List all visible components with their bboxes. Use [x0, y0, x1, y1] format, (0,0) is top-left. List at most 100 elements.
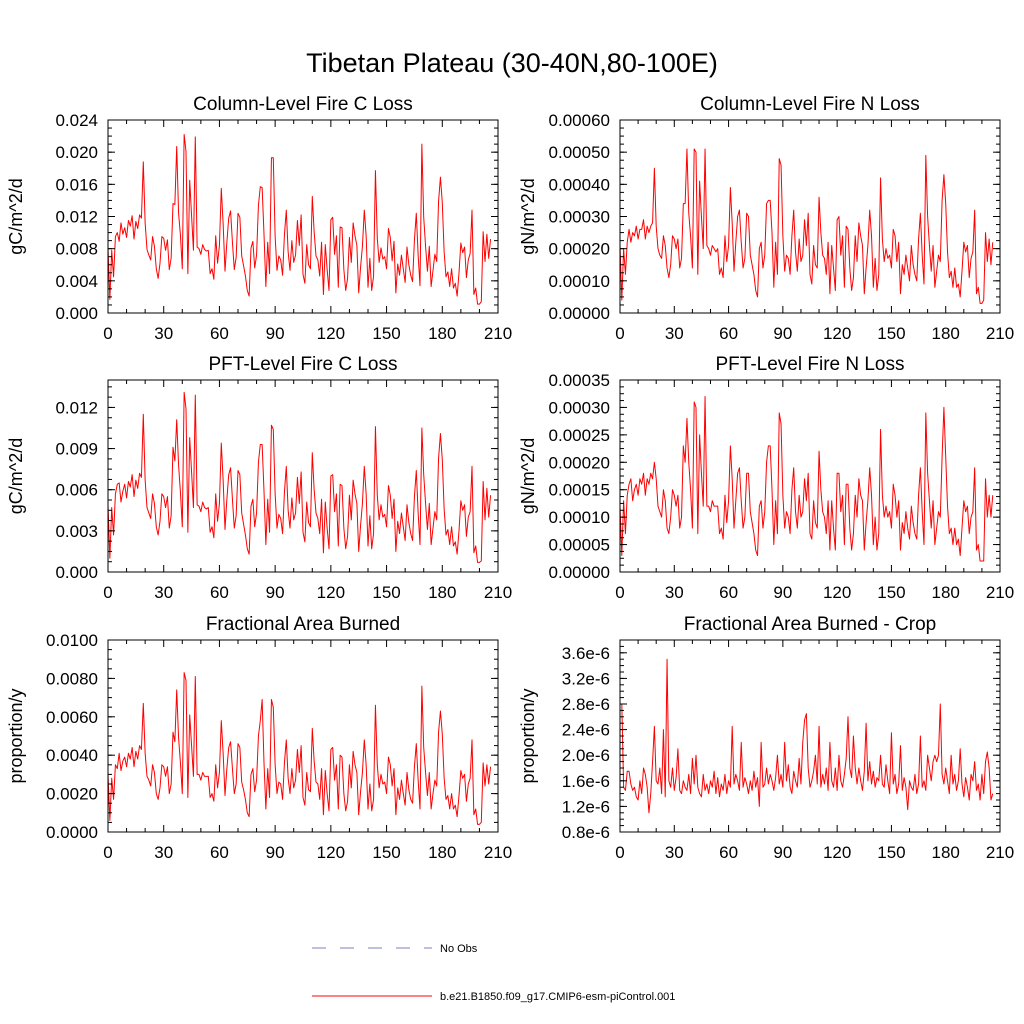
chart-title: PFT-Level Fire N Loss: [716, 354, 905, 375]
x-tick-label: 150: [372, 324, 400, 343]
y-tick-label: 0.0100: [46, 631, 98, 650]
x-tick-label: 60: [719, 843, 738, 862]
y-axis-label: gC/m^2/d: [6, 178, 26, 254]
y-tick-label: 0.016: [55, 175, 98, 194]
x-tick-label: 150: [372, 583, 400, 602]
legend-label-no-obs: No Obs: [440, 943, 478, 955]
x-tick-label: 0: [615, 843, 624, 862]
x-tick-label: 0: [103, 843, 112, 862]
x-tick-label: 60: [210, 843, 229, 862]
x-tick-label: 210: [986, 843, 1014, 862]
y-tick-label: 2.0e-6: [562, 746, 610, 765]
y-tick-label: 1.2e-6: [562, 797, 610, 816]
plot-frame: [619, 379, 1001, 573]
y-axis-label: gN/m^2/d: [518, 438, 538, 514]
x-tick-label: 30: [665, 843, 684, 862]
x-tick-label: 150: [372, 843, 400, 862]
y-tick-label: 0.000: [55, 563, 98, 582]
x-tick-label: 150: [877, 583, 905, 602]
x-tick-label: 90: [773, 583, 792, 602]
y-tick-label: 0.00005: [549, 536, 610, 555]
y-tick-label: 0.00040: [549, 175, 610, 194]
y-tick-label: 0.00020: [549, 453, 610, 472]
x-tick-label: 0: [103, 583, 112, 602]
y-tick-label: 0.00030: [549, 208, 610, 227]
x-tick-label: 30: [154, 583, 173, 602]
x-tick-label: 30: [154, 843, 173, 862]
x-tick-label: 180: [428, 843, 456, 862]
y-tick-label: 0.024: [55, 111, 98, 130]
y-tick-label: 2.8e-6: [562, 695, 610, 714]
x-tick-label: 90: [266, 843, 285, 862]
x-tick-label: 210: [986, 583, 1014, 602]
series-line: [619, 148, 994, 304]
chart-title: Column-Level Fire N Loss: [700, 94, 920, 115]
plot-frame: [107, 119, 499, 314]
y-tick-label: 0.006: [55, 481, 98, 500]
legend-label-model: b.e21.B1850.f09_g17.CMIP6-esm-piControl.…: [440, 991, 675, 1003]
x-tick-label: 90: [773, 843, 792, 862]
x-tick-label: 120: [823, 843, 851, 862]
plot-frame: [107, 379, 499, 573]
y-tick-label: 0.00030: [549, 398, 610, 417]
y-tick-label: 1.6e-6: [562, 772, 610, 791]
chart-panel-0: Column-Level Fire C Loss 0 30 60 90 120 150 180…: [6, 94, 512, 343]
y-tick-label: 0.00020: [549, 240, 610, 259]
x-tick-label: 150: [877, 324, 905, 343]
plot-frame: [107, 639, 499, 833]
y-tick-label: 0.020: [55, 143, 98, 162]
chart-panel-4: Fractional Area Burned 0 30 60 90 120 150 180 21…: [6, 614, 512, 862]
y-tick-label: 0.00015: [549, 481, 610, 500]
plot-frame: [619, 119, 1001, 314]
chart-title: Fractional Area Burned - Crop: [684, 614, 936, 635]
y-tick-label: 0.00010: [549, 508, 610, 527]
series-line: [620, 658, 994, 814]
y-tick-label: 0.009: [55, 440, 98, 459]
y-tick-label: 0.00050: [549, 143, 610, 162]
x-tick-label: 90: [266, 324, 285, 343]
legend: No Obs b.e21.B1850.f09_g17.CMIP6-esm-piC…: [312, 943, 675, 1003]
y-tick-label: 0.00010: [549, 272, 610, 291]
x-tick-label: 210: [986, 324, 1014, 343]
series-line: [619, 395, 994, 562]
y-tick-label: 3.2e-6: [562, 669, 610, 688]
y-tick-label: 0.00035: [549, 371, 610, 390]
x-tick-label: 180: [932, 843, 960, 862]
x-tick-label: 60: [719, 583, 738, 602]
y-tick-label: 0.012: [55, 398, 98, 417]
y-tick-label: 3.6e-6: [562, 644, 610, 663]
x-tick-label: 120: [823, 583, 851, 602]
y-tick-label: 0.00000: [549, 304, 610, 323]
x-tick-label: 60: [719, 324, 738, 343]
x-tick-label: 0: [615, 583, 624, 602]
y-tick-label: 0.0060: [46, 708, 98, 727]
y-tick-label: 0.012: [55, 208, 98, 227]
x-tick-label: 30: [665, 583, 684, 602]
x-tick-label: 90: [773, 324, 792, 343]
series-line: [107, 672, 492, 825]
y-tick-label: 0.00000: [549, 563, 610, 582]
y-tick-label: 0.003: [55, 522, 98, 541]
chart-panel-2: PFT-Level Fire C Loss 0 30 60 90 120 150 180 210…: [6, 354, 512, 602]
chart-panel-1: Column-Level Fire N Loss 0 30 60 90 120 150 180…: [518, 94, 1014, 343]
y-tick-label: 0.000: [55, 304, 98, 323]
x-tick-label: 210: [484, 583, 512, 602]
chart-panels: Column-Level Fire C Loss 0 30 60 90 120 150 180…: [6, 94, 1014, 862]
x-tick-label: 120: [317, 843, 345, 862]
y-axis-label: proportion/y: [6, 688, 26, 783]
y-tick-label: 0.008: [55, 240, 98, 259]
y-tick-label: 0.0040: [46, 746, 98, 765]
x-tick-label: 210: [484, 843, 512, 862]
x-tick-label: 90: [266, 583, 285, 602]
x-tick-label: 180: [932, 324, 960, 343]
x-tick-label: 30: [665, 324, 684, 343]
y-tick-label: 0.0000: [46, 823, 98, 842]
chart-panel-5: Fractional Area Burned - Crop 0 30 60 90 120 1…: [518, 614, 1014, 862]
y-axis-label: gN/m^2/d: [518, 178, 538, 254]
y-tick-label: 0.00025: [549, 426, 610, 445]
y-axis-label: proportion/y: [518, 688, 538, 783]
chart-title: PFT-Level Fire C Loss: [209, 354, 398, 375]
x-tick-label: 30: [154, 324, 173, 343]
y-tick-label: 0.0020: [46, 785, 98, 804]
